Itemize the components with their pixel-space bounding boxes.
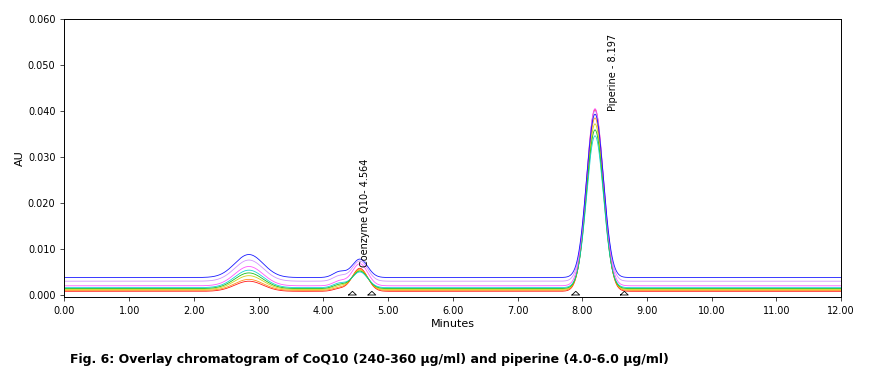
Y-axis label: AU: AU [15, 150, 25, 166]
Text: Fig. 6: Overlay chromatogram of CoQ10 (240-360 μg/ml) and piperine (4.0-6.0 μg/m: Fig. 6: Overlay chromatogram of CoQ10 (2… [70, 353, 667, 366]
Text: Coenzyme Q10- 4.564: Coenzyme Q10- 4.564 [360, 159, 369, 268]
Text: Piperine - 8.197: Piperine - 8.197 [607, 34, 618, 111]
X-axis label: Minutes: Minutes [430, 319, 474, 329]
